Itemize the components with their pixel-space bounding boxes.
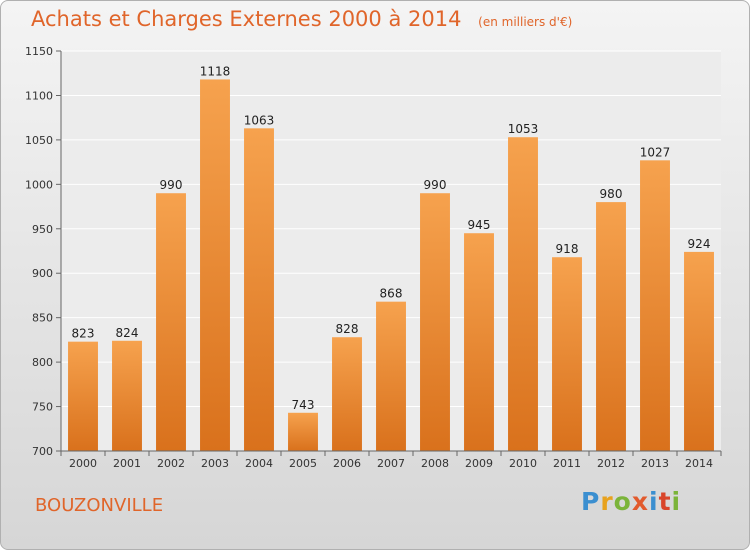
data-label-2007: 868 <box>380 287 403 301</box>
bar-2000 <box>68 341 98 451</box>
bar-2005 <box>288 412 318 451</box>
data-label-2001: 824 <box>116 326 139 340</box>
y-tick-label: 1000 <box>25 178 53 191</box>
bar-2001 <box>112 340 142 451</box>
x-tick-label-2003: 2003 <box>201 457 229 470</box>
y-tick-label: 1100 <box>25 89 53 102</box>
bar-2002 <box>156 193 186 451</box>
y-tick-label: 850 <box>32 312 53 325</box>
data-label-2005: 743 <box>292 398 315 412</box>
data-label-2006: 828 <box>336 322 359 336</box>
x-tick-label-2011: 2011 <box>553 457 581 470</box>
y-tick-label: 950 <box>32 223 53 236</box>
x-tick-label-2006: 2006 <box>333 457 361 470</box>
data-label-2008: 990 <box>424 178 447 192</box>
chart-title: Achats et Charges Externes 2000 à 2014 (… <box>31 7 572 31</box>
x-tick-label-2007: 2007 <box>377 457 405 470</box>
y-tick-label: 1150 <box>25 45 53 58</box>
chart-title-text: Achats et Charges Externes 2000 à 2014 <box>31 7 462 31</box>
data-label-2009: 945 <box>468 218 491 232</box>
data-label-2002: 990 <box>160 178 183 192</box>
y-tick-label: 750 <box>32 401 53 414</box>
y-tick-label: 900 <box>32 267 53 280</box>
data-label-2010: 1053 <box>508 122 539 136</box>
x-tick-label-2000: 2000 <box>69 457 97 470</box>
x-tick-label-2008: 2008 <box>421 457 449 470</box>
x-tick-label-2010: 2010 <box>509 457 537 470</box>
x-tick-label-2004: 2004 <box>245 457 273 470</box>
x-axis: 2000 2001 2002 2003 2004 2005 2006 2007 2008 2009… <box>60 450 722 470</box>
x-tick-label-2012: 2012 <box>597 457 625 470</box>
bar-2013 <box>640 160 670 452</box>
bar-2009 <box>464 233 494 451</box>
data-label-2004: 1063 <box>244 113 275 127</box>
bar-2006 <box>332 337 362 451</box>
city-label: BOUZONVILLE <box>35 495 164 516</box>
x-tick-label-2001: 2001 <box>113 457 141 470</box>
x-tick-label-2005: 2005 <box>289 457 317 470</box>
x-tick-label-2014: 2014 <box>685 457 713 470</box>
data-label-2014: 924 <box>688 237 711 251</box>
bar-2010 <box>508 137 538 451</box>
data-label-2000: 823 <box>72 327 95 341</box>
bar-2004 <box>244 128 274 451</box>
x-tick-label-2009: 2009 <box>465 457 493 470</box>
bar-2008 <box>420 193 450 451</box>
bar-2011 <box>552 257 582 451</box>
x-tick-label-2002: 2002 <box>157 457 185 470</box>
bar-2014 <box>684 251 714 451</box>
bar-2012 <box>596 202 626 451</box>
y-tick-label: 700 <box>32 445 53 458</box>
y-tick-label: 800 <box>32 356 53 369</box>
bar-2003 <box>200 79 230 451</box>
proxiti-logo[interactable]: Proxiti <box>581 487 682 516</box>
data-label-2003: 1118 <box>200 64 231 78</box>
data-label-2012: 980 <box>600 187 623 201</box>
y-tick-label: 1050 <box>25 134 53 147</box>
bars: 823 824 990 1118 1063 743 828 868 990 945 1053 918 9… <box>68 64 714 452</box>
data-label-2013: 1027 <box>640 145 671 159</box>
chart-subtitle: (en milliers d'€) <box>478 15 573 29</box>
x-tick-label-2013: 2013 <box>641 457 669 470</box>
y-axis: 700 750 800 850 900 950 1000 1050 1100 1150 <box>25 45 62 458</box>
data-label-2011: 918 <box>556 242 579 256</box>
bar-2007 <box>376 301 406 451</box>
